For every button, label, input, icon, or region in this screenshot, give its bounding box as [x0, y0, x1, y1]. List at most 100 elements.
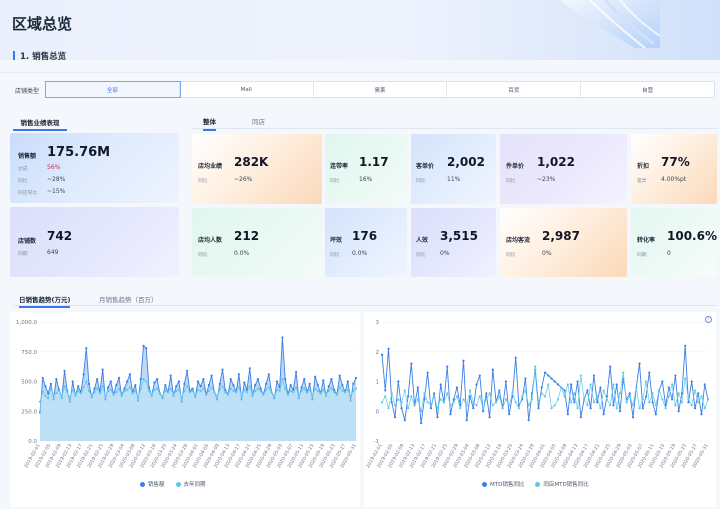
data-point	[346, 388, 349, 391]
data-point	[327, 385, 330, 388]
data-point	[569, 383, 573, 386]
data-point	[207, 383, 210, 387]
legend-lastyear[interactable]: 去年同期	[183, 482, 206, 488]
card-avg-store-k: 同比	[198, 179, 208, 184]
data-point	[251, 393, 254, 396]
filter-option-outlet[interactable]: 奥莱	[314, 82, 448, 97]
data-point	[333, 388, 336, 391]
data-point	[186, 369, 189, 372]
filter-option-mall[interactable]: Mall	[180, 82, 314, 97]
data-point	[229, 378, 232, 381]
data-point	[221, 368, 224, 371]
data-point	[667, 395, 670, 398]
data-point	[300, 386, 303, 389]
filter-option-all[interactable]: 全部	[45, 81, 181, 98]
legend-mtd[interactable]: MTD销售同比	[490, 482, 525, 488]
card-avg-store: 店均业绩 282K 同比 ~26%	[192, 134, 322, 204]
data-point	[508, 413, 511, 416]
data-point	[596, 401, 599, 404]
data-point	[472, 401, 475, 404]
data-point	[164, 389, 167, 393]
data-point	[164, 383, 167, 387]
data-point	[677, 392, 680, 395]
data-point	[183, 382, 186, 385]
data-point	[530, 398, 534, 401]
data-point	[410, 362, 413, 365]
sub-tabs: 整体 同店	[192, 115, 717, 131]
data-point	[330, 387, 333, 390]
data-point	[87, 389, 91, 393]
legend-sales[interactable]: 销售额	[148, 482, 165, 488]
data-point	[327, 389, 330, 393]
card-per-person-label: 人效	[416, 237, 429, 244]
data-point	[439, 398, 442, 401]
data-point	[256, 387, 260, 390]
data-point	[136, 395, 140, 399]
data-point	[648, 371, 651, 374]
tab-same-store[interactable]: 同店	[252, 118, 265, 126]
card-atv: 客单价 2,002 同比 11%	[411, 134, 496, 204]
data-point	[49, 387, 52, 390]
data-point	[687, 398, 690, 401]
data-point	[478, 395, 481, 398]
data-point	[517, 407, 521, 410]
data-point	[439, 383, 442, 386]
data-point	[400, 401, 403, 404]
data-point	[117, 376, 121, 380]
y-tick-label: 0	[376, 409, 380, 415]
data-point	[671, 383, 674, 386]
card-stores-k: 同期	[18, 252, 28, 257]
filter-option-department[interactable]: 百货	[447, 82, 582, 97]
data-point	[566, 413, 569, 416]
data-point	[215, 398, 219, 401]
data-point	[229, 387, 232, 390]
legend-dot-same-store-icon	[535, 481, 541, 487]
data-point	[442, 401, 446, 404]
card-sqm-k: 同比	[330, 253, 340, 258]
data-point	[504, 398, 507, 401]
data-point	[524, 389, 527, 392]
data-point	[44, 385, 47, 388]
card-discount-value: 77%	[661, 155, 690, 169]
tab-daily-trend[interactable]: 日销售趋势(万元)	[19, 294, 71, 308]
data-point	[449, 413, 452, 416]
card-conversion-value: 100.6%	[667, 229, 717, 243]
card-discount-v: 4.00%pt	[661, 176, 687, 183]
data-point	[706, 398, 710, 401]
data-point	[589, 407, 592, 410]
data-point	[49, 382, 52, 385]
data-point	[354, 376, 358, 380]
data-point	[344, 391, 347, 394]
y-tick-label: 250.0	[21, 409, 37, 415]
card-stores-label: 店铺数	[18, 238, 37, 245]
data-point	[393, 416, 397, 419]
data-point	[120, 394, 123, 397]
data-point	[202, 378, 205, 381]
card-stores: 店铺数 742 同期 649	[10, 207, 179, 277]
data-point	[622, 371, 625, 374]
card-per-person-k: 同比	[416, 253, 426, 258]
data-point	[218, 382, 221, 385]
card-sales-v2: ~15%	[47, 188, 66, 195]
data-point	[514, 356, 517, 359]
data-point	[615, 407, 618, 410]
data-point	[354, 387, 358, 390]
data-point	[85, 380, 88, 383]
filter-option-self[interactable]: 自营	[642, 87, 654, 94]
data-point	[684, 377, 687, 380]
section-title: 1. 销售总览	[13, 50, 66, 62]
data-point	[300, 389, 303, 393]
data-point	[550, 377, 553, 380]
tab-overall[interactable]: 整体	[203, 116, 216, 131]
help-icon[interactable]: ?	[705, 316, 712, 323]
legend-same-store[interactable]: 同店MTD销售同比	[543, 482, 589, 488]
data-point	[292, 391, 295, 394]
data-point	[68, 395, 72, 399]
data-point	[527, 404, 530, 407]
tab-monthly-trend[interactable]: 月销售趋势（百万）	[99, 296, 158, 304]
data-point	[397, 398, 400, 401]
data-point	[609, 404, 612, 407]
data-point	[661, 398, 664, 401]
card-avg-staff-k: 同比	[198, 253, 208, 258]
tab-sales-performance[interactable]: 销售业绩表现	[13, 117, 67, 131]
